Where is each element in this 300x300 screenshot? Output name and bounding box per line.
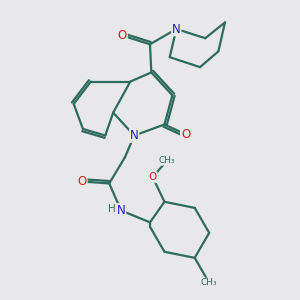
Text: N: N: [117, 204, 125, 217]
Text: CH₃: CH₃: [159, 156, 176, 165]
Text: O: O: [181, 128, 190, 141]
Text: H: H: [108, 204, 116, 214]
Text: O: O: [77, 175, 87, 188]
Text: CH₃: CH₃: [201, 278, 217, 287]
Text: N: N: [172, 22, 181, 35]
Text: O: O: [118, 29, 127, 42]
Text: O: O: [148, 172, 157, 182]
Text: N: N: [130, 129, 139, 142]
